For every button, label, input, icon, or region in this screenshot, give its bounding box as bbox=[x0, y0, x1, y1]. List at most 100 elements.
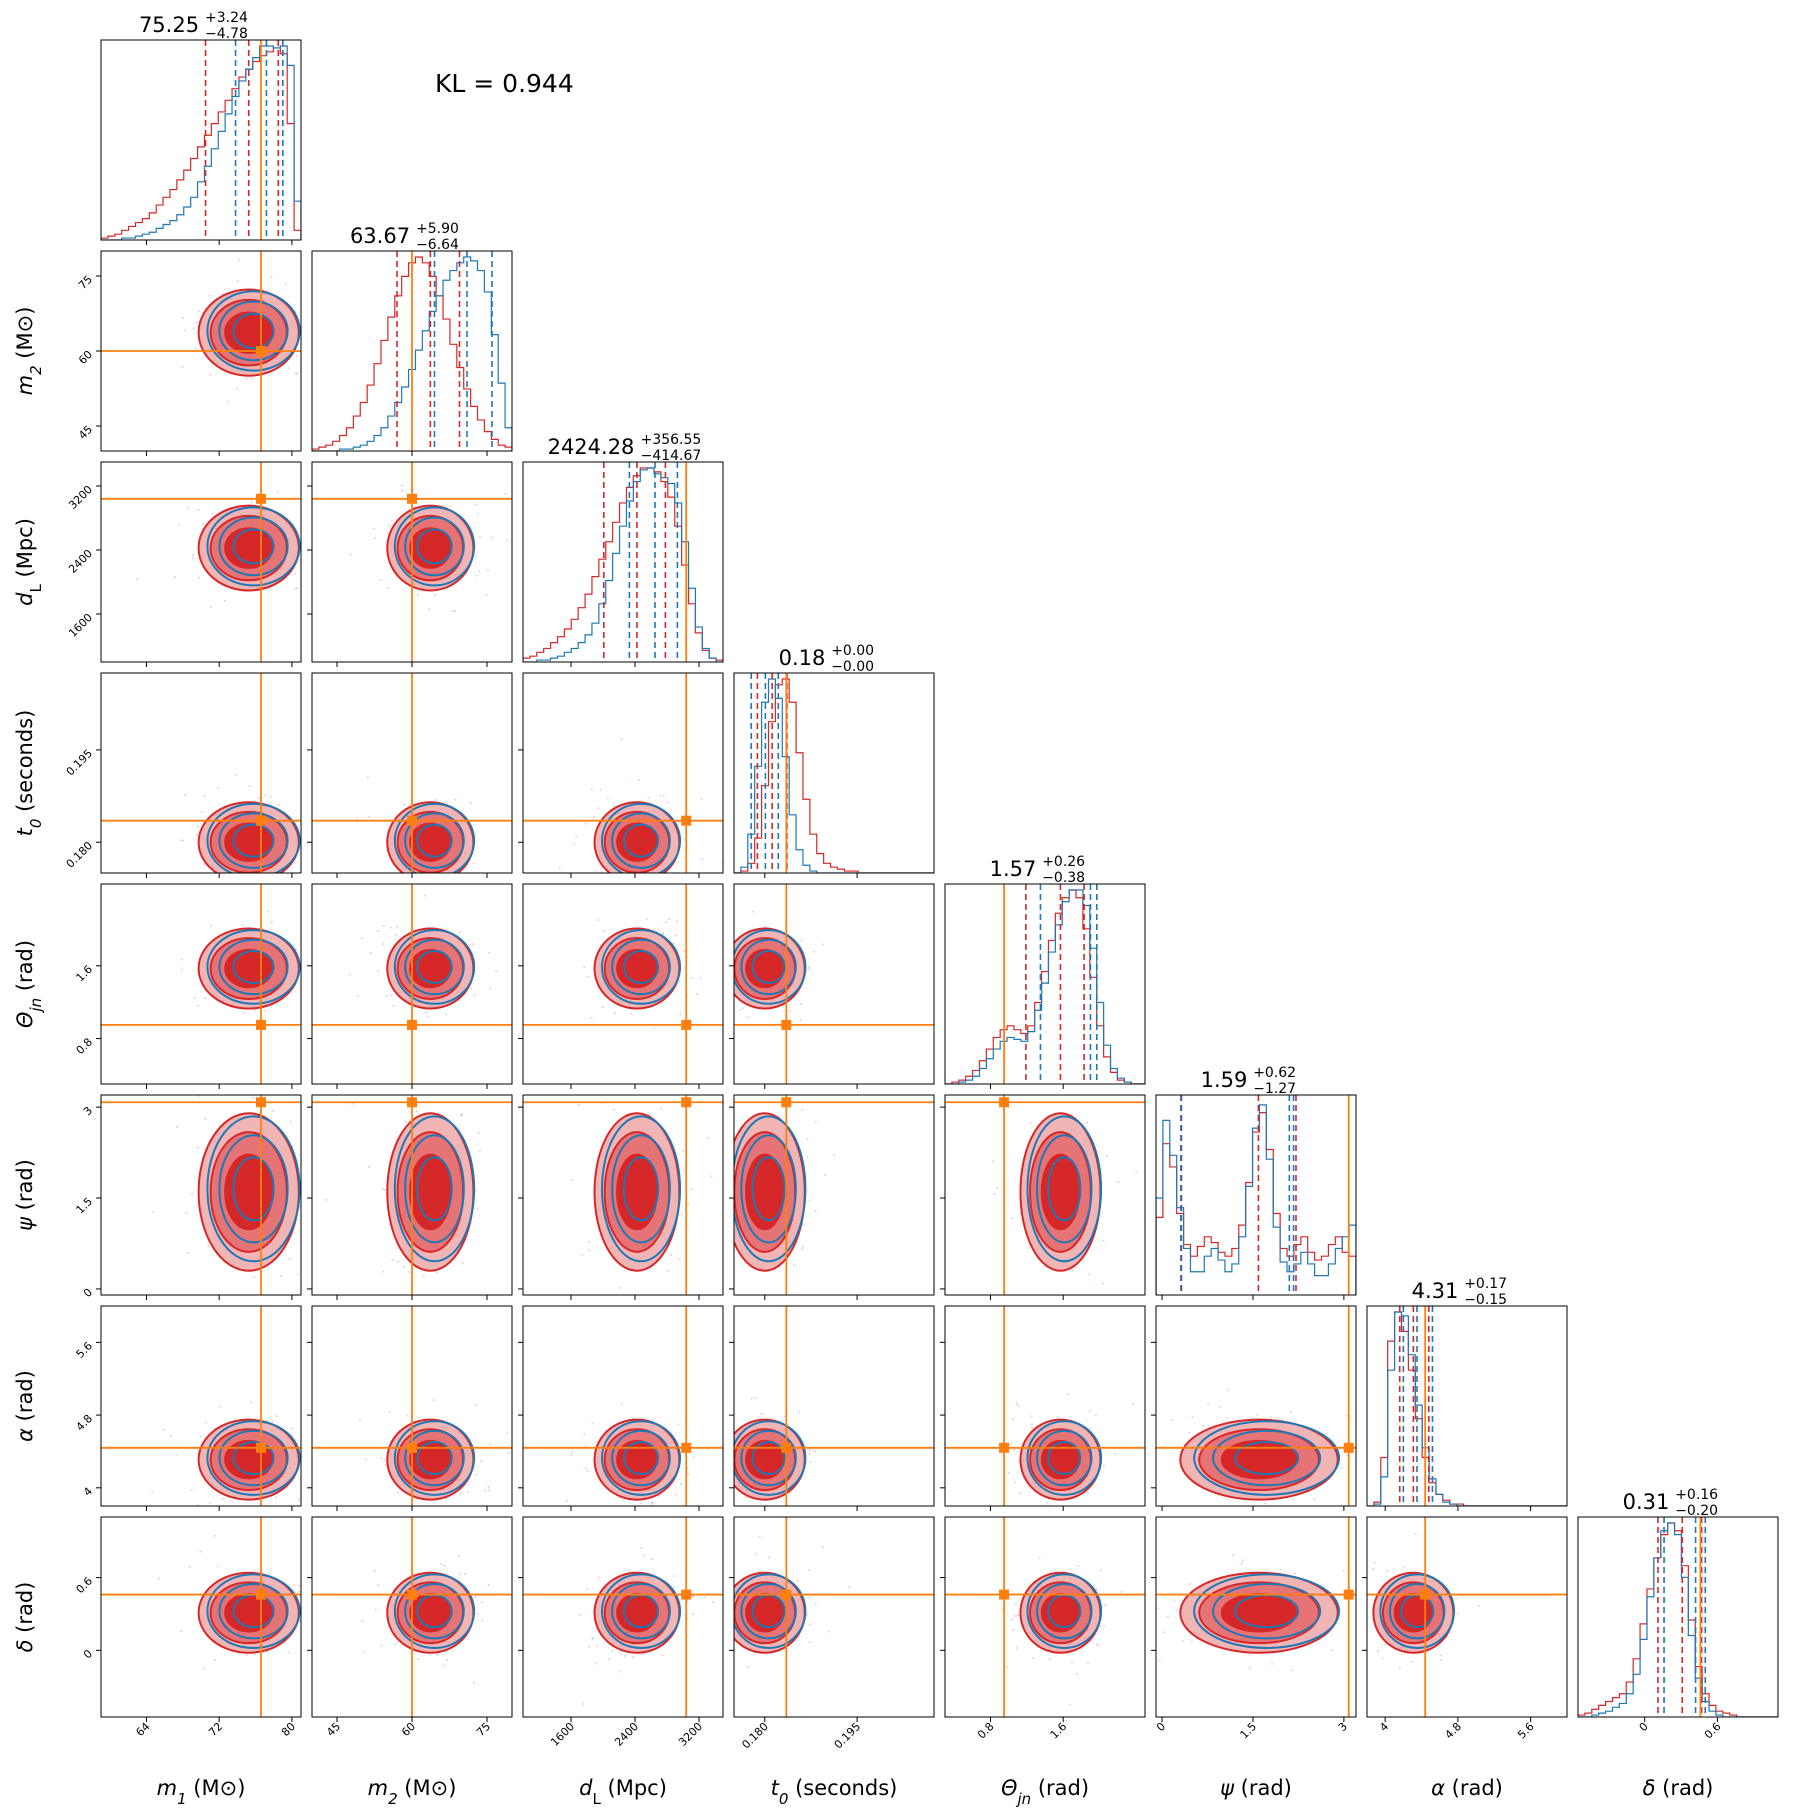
sample-point bbox=[775, 1513, 777, 1515]
sample-point bbox=[267, 910, 270, 913]
sample-point bbox=[630, 1312, 632, 1314]
sample-point bbox=[466, 1513, 468, 1515]
sample-point bbox=[348, 973, 351, 976]
sample-point bbox=[808, 966, 811, 969]
sample-point bbox=[460, 1114, 463, 1117]
panel-body bbox=[101, 1306, 301, 1528]
truth-marker bbox=[407, 1442, 417, 1453]
sample-point bbox=[199, 1550, 202, 1553]
sample-point bbox=[710, 1005, 712, 1007]
blue-contour-0 bbox=[206, 290, 301, 372]
histogram-title-value: 1.59 bbox=[1201, 1068, 1248, 1092]
sample-point bbox=[396, 925, 399, 928]
sample-point bbox=[291, 1427, 294, 1430]
panel-frame bbox=[944, 883, 1146, 1085]
sample-point bbox=[298, 1584, 301, 1587]
sample-point bbox=[233, 1526, 235, 1528]
sample-point bbox=[269, 795, 272, 798]
sample-point bbox=[196, 825, 199, 828]
sample-point bbox=[478, 1149, 481, 1152]
truth-marker bbox=[407, 493, 417, 504]
sample-point bbox=[454, 798, 457, 801]
sample-point bbox=[706, 1137, 709, 1140]
blue-contour-2 bbox=[751, 1156, 786, 1222]
sample-point bbox=[191, 554, 194, 557]
sample-point bbox=[315, 1612, 317, 1614]
sample-point bbox=[489, 1443, 492, 1446]
panel-body bbox=[945, 1065, 1145, 1295]
sample-point bbox=[640, 876, 642, 878]
sample-point bbox=[470, 987, 473, 990]
sample-point bbox=[1014, 1614, 1017, 1617]
sample-point bbox=[382, 1270, 385, 1273]
sample-point bbox=[459, 931, 462, 934]
x-tick-label: 0.195 bbox=[832, 1720, 863, 1751]
sample-point bbox=[633, 1071, 635, 1073]
sample-point bbox=[767, 1556, 770, 1559]
sample-point bbox=[210, 924, 213, 927]
blue-contour-1 bbox=[611, 812, 671, 869]
panel-m2-vs-delta: 45 60 75 bbox=[307, 1516, 513, 1739]
sample-point bbox=[162, 1428, 165, 1431]
blue-contour-1 bbox=[218, 516, 289, 577]
y-tick-label: 0.195 bbox=[64, 747, 95, 778]
blue-contour-2 bbox=[1234, 1441, 1300, 1476]
sample-point bbox=[620, 1653, 623, 1656]
sample-point bbox=[288, 1257, 291, 1260]
sample-point bbox=[630, 1012, 633, 1015]
truth-marker bbox=[256, 346, 266, 356]
sample-point bbox=[1386, 1569, 1389, 1572]
sample-point bbox=[408, 887, 410, 889]
sample-point bbox=[364, 1458, 367, 1461]
sample-point bbox=[714, 977, 716, 979]
sample-point bbox=[389, 524, 392, 527]
histogram-title-minus: −1.27 bbox=[1253, 1081, 1296, 1097]
sample-point bbox=[454, 610, 457, 613]
panel-frame bbox=[1366, 1516, 1568, 1718]
sample-point bbox=[670, 1253, 673, 1256]
sample-point bbox=[713, 1615, 715, 1617]
sample-point bbox=[272, 1109, 275, 1112]
sample-point bbox=[1371, 1567, 1374, 1570]
y-tick-label: 60 bbox=[76, 348, 95, 367]
panel-body bbox=[101, 884, 306, 1084]
sample-point bbox=[558, 867, 561, 870]
sample-point bbox=[183, 329, 186, 332]
sample-point bbox=[235, 878, 237, 880]
sample-point bbox=[296, 372, 299, 375]
blue-contour-2 bbox=[416, 1156, 453, 1222]
sample-point bbox=[582, 1702, 585, 1705]
histogram-title-value: 0.18 bbox=[779, 646, 826, 670]
panel-frame bbox=[1155, 1305, 1357, 1507]
panel-frame bbox=[100, 39, 302, 241]
sample-point bbox=[387, 525, 390, 528]
panel-body bbox=[312, 1517, 512, 1717]
sample-point bbox=[439, 1089, 441, 1091]
sample-point bbox=[1131, 1403, 1134, 1406]
sample-point bbox=[245, 1654, 248, 1657]
sample-point bbox=[1440, 1654, 1443, 1657]
panel-frame bbox=[733, 883, 935, 1085]
sample-point bbox=[808, 1452, 811, 1455]
sample-point bbox=[151, 1491, 154, 1494]
sample-point bbox=[304, 957, 306, 959]
sample-point bbox=[309, 1629, 311, 1631]
panel-frame bbox=[1155, 1516, 1357, 1718]
sample-point bbox=[677, 821, 680, 824]
sample-point bbox=[374, 1608, 377, 1611]
blue-contour-0 bbox=[206, 1420, 301, 1496]
blue-contour-2 bbox=[623, 1441, 659, 1476]
sample-point bbox=[800, 939, 803, 942]
panel-m1-vs-m2: 45 60 75 bbox=[76, 250, 302, 456]
histogram-title-plus: +0.00 bbox=[831, 643, 874, 659]
sample-point bbox=[278, 897, 280, 899]
red-histogram bbox=[523, 467, 723, 662]
histogram-title-plus: +0.62 bbox=[1253, 1065, 1296, 1081]
sample-point bbox=[1402, 1565, 1405, 1568]
sample-point bbox=[1088, 1065, 1090, 1067]
sample-point bbox=[720, 1606, 722, 1608]
sample-point bbox=[1248, 1667, 1251, 1670]
sample-point bbox=[647, 880, 649, 882]
sample-point bbox=[1088, 1513, 1090, 1515]
blue-contour-1 bbox=[740, 1582, 797, 1640]
